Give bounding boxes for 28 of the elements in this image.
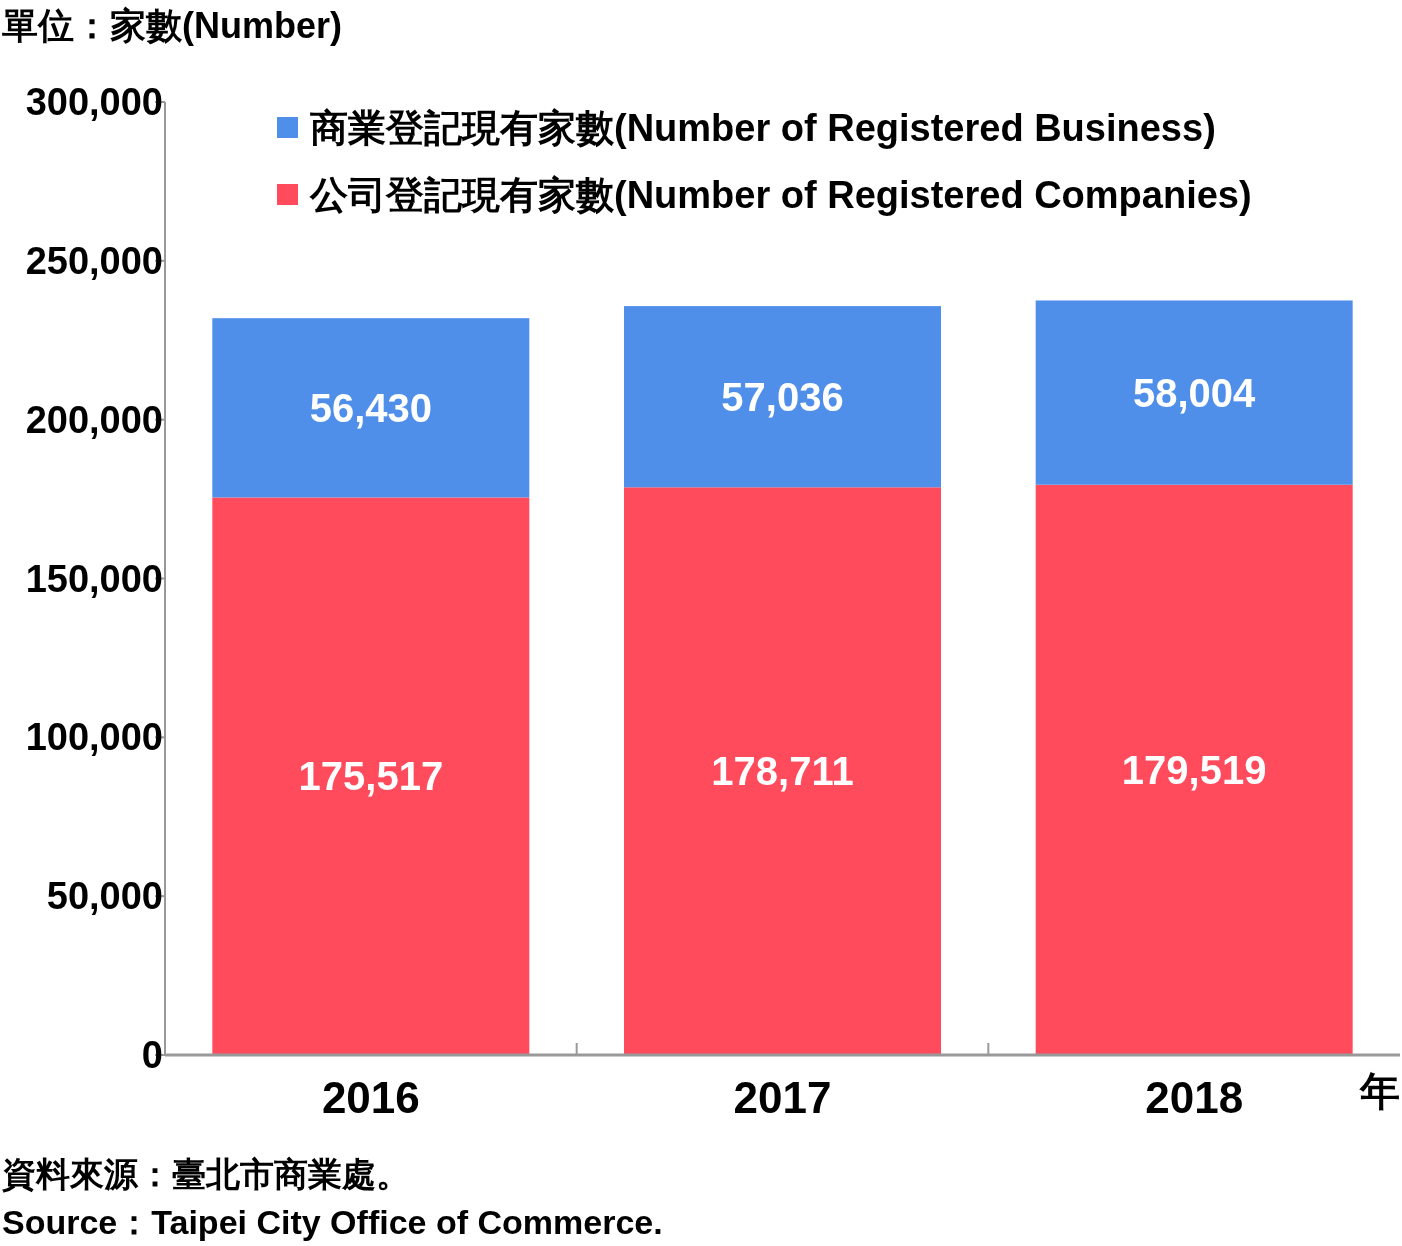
- x-tick-label: 2018: [1145, 1073, 1244, 1122]
- data-label: 179,519: [1121, 747, 1267, 792]
- y-tick-label: 100,000: [25, 716, 163, 759]
- x-axis-title: 年: [1359, 1069, 1400, 1113]
- bar: [624, 306, 941, 488]
- legend-label: 公司登記現有家數(Number of Registered Companies): [309, 174, 1252, 216]
- bar: [1035, 300, 1353, 485]
- x-tick-label: 2017: [733, 1073, 832, 1122]
- bar: [212, 497, 530, 1055]
- y-tick-label: 150,000: [25, 557, 163, 600]
- y-axis-title: 單位：家數(Number): [2, 5, 342, 46]
- bar: [624, 487, 941, 1055]
- y-tick-label: 200,000: [25, 398, 163, 441]
- legend-label: 商業登記現有家數(Number of Registered Business): [310, 107, 1216, 149]
- y-tick-label: 250,000: [25, 239, 163, 282]
- x-tick-label: 2016: [321, 1073, 420, 1122]
- data-label: 57,036: [721, 374, 844, 419]
- source-note: Source：Taipei City Office of Commerce.: [2, 1203, 663, 1241]
- data-label: 175,517: [298, 754, 444, 799]
- y-tick-label: 0: [141, 1034, 163, 1076]
- y-tick-label: 300,000: [25, 81, 163, 123]
- data-label: 56,430: [309, 385, 433, 430]
- bar: [212, 318, 530, 498]
- data-label: 58,004: [1132, 370, 1257, 415]
- source-note: 資料來源：臺北市商業處。: [1, 1155, 410, 1193]
- bar: [1035, 484, 1353, 1055]
- data-label: 178,711: [711, 749, 854, 794]
- y-tick-label: 50,000: [46, 875, 163, 918]
